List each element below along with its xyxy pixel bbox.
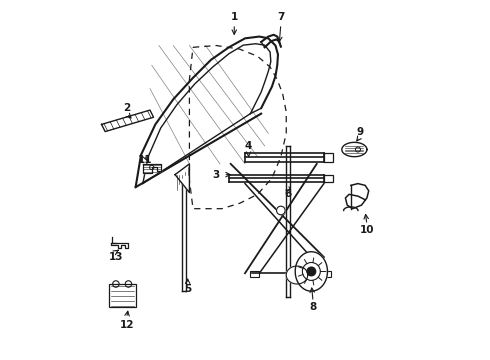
Circle shape xyxy=(307,267,316,276)
Bar xyxy=(322,271,331,277)
Text: 13: 13 xyxy=(109,252,123,262)
Polygon shape xyxy=(286,266,308,284)
Text: 7: 7 xyxy=(277,12,285,22)
Circle shape xyxy=(276,206,285,215)
Text: 10: 10 xyxy=(360,225,374,235)
Text: 12: 12 xyxy=(120,320,134,330)
Bar xyxy=(250,271,259,277)
Text: 5: 5 xyxy=(184,284,191,294)
Polygon shape xyxy=(111,243,128,248)
Polygon shape xyxy=(342,142,367,157)
Text: 6: 6 xyxy=(284,189,292,199)
Text: 8: 8 xyxy=(310,302,317,312)
Polygon shape xyxy=(295,252,327,291)
Text: 4: 4 xyxy=(245,141,252,151)
Polygon shape xyxy=(175,164,190,193)
Text: 3: 3 xyxy=(213,170,220,180)
Bar xyxy=(109,284,136,307)
Text: 11: 11 xyxy=(137,155,152,165)
Bar xyxy=(324,175,333,182)
Bar xyxy=(324,153,333,162)
Text: 2: 2 xyxy=(123,103,130,113)
Polygon shape xyxy=(101,110,153,132)
Polygon shape xyxy=(143,164,161,173)
Text: 9: 9 xyxy=(356,127,363,136)
Text: 1: 1 xyxy=(231,12,238,22)
